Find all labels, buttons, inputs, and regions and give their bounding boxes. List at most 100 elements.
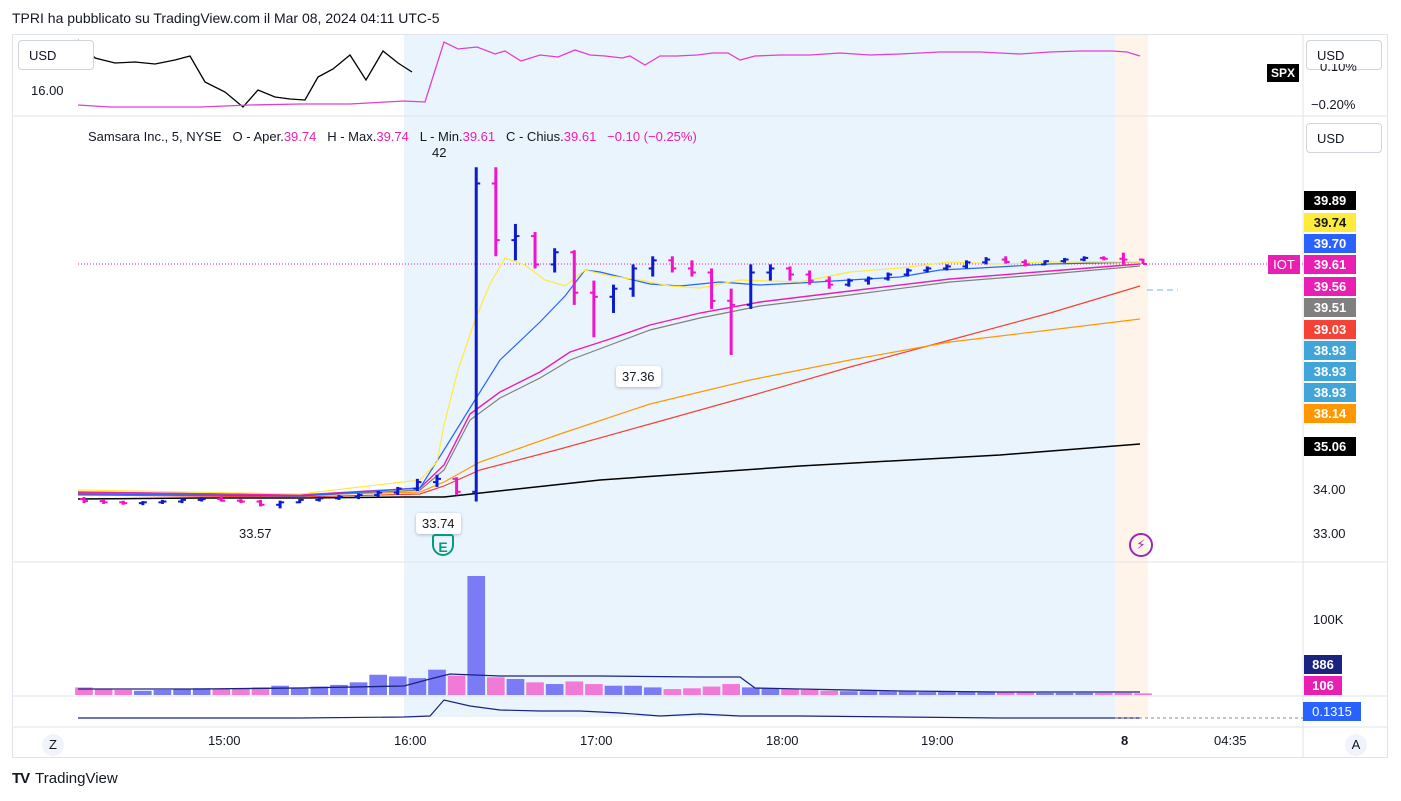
ohlc-bar: [491, 167, 500, 257]
ohlc-bar: [1040, 260, 1049, 266]
volume-bar: [75, 687, 93, 695]
volume-bar: [134, 690, 152, 695]
ma-orange: [77, 318, 1141, 496]
currency-selector-left[interactable]: USD: [18, 40, 94, 70]
price-tag: 39.51: [1304, 298, 1356, 317]
ohlc-bar: [786, 266, 794, 281]
volume-bar: [938, 692, 956, 695]
ohlc-bar: [178, 498, 187, 504]
volume-bar: [957, 692, 976, 695]
volume-bar: [683, 688, 701, 695]
volume-bar: [918, 692, 937, 695]
ohlc-bar: [766, 264, 775, 281]
time-label-8: 8: [1121, 733, 1129, 748]
ohlc-bar: [1021, 259, 1030, 267]
ohlc-bar: [138, 501, 147, 506]
currency-selector-main[interactable]: USD: [1306, 123, 1382, 153]
ohlc-bar: [1099, 256, 1108, 261]
ohlc-bar: [707, 268, 716, 309]
volume-bar: [232, 689, 250, 695]
volume-bar: [643, 687, 662, 695]
legend-open-label: O - Aper.: [232, 129, 284, 144]
chart-legend: Samsara Inc., 5, NYSE O - Aper.39.74 H -…: [88, 129, 697, 144]
volume-bar: [114, 689, 133, 695]
ma-black: [77, 443, 1141, 500]
low-annotation-3736: 37.36: [616, 366, 661, 387]
volume-bar: [565, 681, 584, 695]
volume-bar: [487, 677, 505, 695]
volume-bar: [1114, 692, 1133, 695]
ohlc-bar: [648, 256, 657, 277]
chart-frame: [12, 34, 1388, 758]
volume-bar: [702, 686, 721, 695]
ma-magenta: [77, 263, 1141, 496]
ohlc-bar: [864, 276, 873, 285]
price-tag: 38.93: [1304, 341, 1356, 360]
price-tag: 35.06: [1304, 437, 1356, 456]
volume-bar: [310, 686, 329, 695]
volume-bar: [526, 682, 544, 695]
time-label-1900: 19:00: [921, 733, 954, 748]
ohlc-bar: [99, 499, 108, 504]
price-tag: 39.89: [1304, 191, 1356, 210]
volume-bar: [761, 688, 780, 695]
spx-badge[interactable]: SPX: [1267, 64, 1300, 82]
ohlc-bar: [158, 499, 167, 504]
ohlc-bar: [295, 498, 304, 504]
ohlc-bar: [433, 474, 441, 487]
ohlc-bar: [236, 499, 245, 504]
tradingview-logo[interactable]: TV TradingView: [12, 770, 118, 787]
ohlc-bar: [942, 264, 951, 271]
volume-bar: [94, 689, 113, 695]
time-label-1500: 15:00: [208, 733, 241, 748]
zoom-button[interactable]: Z: [42, 734, 64, 756]
earnings-badge[interactable]: E: [432, 534, 454, 556]
volume-bar: [604, 685, 623, 695]
volume-bar: [1075, 692, 1093, 695]
ohlc-bar: [884, 272, 893, 281]
ohlc-bar: [393, 486, 402, 496]
price-tag: 38.93: [1304, 362, 1356, 381]
spx-value-partial: 0.10%: [1320, 64, 1357, 74]
price-tag: 39.70: [1304, 234, 1356, 253]
ohlc-bar: [413, 478, 422, 491]
auto-scale-button[interactable]: A: [1345, 734, 1367, 756]
tradingview-mark: TV: [12, 770, 30, 787]
ohlc-bar: [727, 288, 736, 356]
compare-line-black: [77, 39, 413, 108]
indicator-line: [78, 699, 1140, 719]
ohlc-bar: [903, 268, 912, 277]
ohlc-bar: [570, 250, 579, 305]
currency-selector-right[interactable]: USD: [1306, 40, 1382, 70]
ohlc-bar: [531, 232, 540, 269]
ohlc-bars: [80, 167, 1147, 509]
volume-bar: [840, 691, 858, 695]
lightning-icon[interactable]: ⚡: [1129, 533, 1153, 557]
volume-bar: [192, 688, 211, 695]
ohlc-bar: [472, 167, 481, 502]
volume-bar: [859, 691, 878, 695]
legend-low-value: 39.61: [462, 129, 496, 144]
indicator-tag: 0.1315: [1303, 702, 1361, 721]
ohlc-bar: [511, 223, 520, 261]
time-label-1800: 18:00: [766, 733, 799, 748]
volume-bar: [781, 689, 799, 695]
legend-low-label: L - Min.: [419, 129, 463, 144]
time-label-1600: 16:00: [394, 733, 427, 748]
ohlc-bar: [982, 257, 991, 265]
ohlc-bar: [1119, 252, 1128, 265]
axis-label-34: 34.00: [1313, 482, 1346, 497]
premarket-session-bg: [1115, 35, 1148, 717]
volume-bar: [1016, 692, 1035, 695]
volume-bar: [271, 685, 289, 695]
ohlc-bar: [452, 477, 461, 496]
ohlc-bar: [334, 495, 343, 500]
volume-bar: [251, 687, 270, 695]
ohlc-bar: [1139, 258, 1147, 265]
volume-bar: [173, 689, 191, 695]
compare-line-spx: [77, 41, 1141, 108]
ma-blue: [77, 261, 1141, 497]
ohlc-bar: [825, 276, 834, 289]
ohlc-bar: [80, 497, 88, 504]
